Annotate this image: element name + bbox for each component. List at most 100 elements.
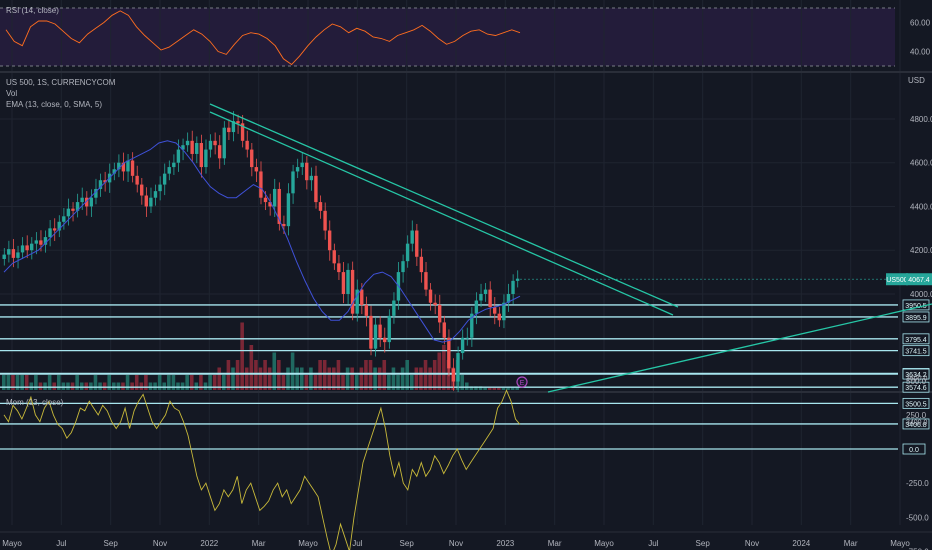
candle-body — [144, 195, 148, 207]
volume-bar — [309, 367, 313, 390]
candle-body — [20, 245, 25, 253]
volume-bar — [446, 360, 451, 390]
event-marker-label: E — [520, 380, 525, 387]
candle-body — [309, 175, 314, 181]
support-tag — [902, 368, 930, 380]
volume-bar — [226, 360, 231, 390]
volume-bar — [295, 367, 299, 390]
volume-bar — [332, 367, 336, 390]
volume-bar — [75, 375, 79, 390]
candle-body — [428, 289, 433, 303]
candle-body — [483, 289, 488, 294]
support-tag — [902, 311, 930, 323]
volume-bar — [167, 375, 171, 390]
volume-bar — [84, 382, 89, 390]
candle-body — [286, 193, 291, 227]
candle-body — [217, 145, 222, 159]
candle-body — [465, 337, 469, 339]
volume-bar — [391, 367, 396, 390]
volume-bar — [409, 375, 414, 390]
candle-body — [117, 162, 121, 170]
candle-body — [66, 208, 71, 217]
candle-body — [222, 127, 226, 159]
candle-body — [474, 300, 479, 314]
volume-bar — [405, 360, 409, 390]
candle-body — [48, 228, 52, 238]
volume-bar — [93, 375, 98, 390]
volume-bar — [299, 367, 304, 390]
x-tick-label: Mayo — [594, 539, 614, 548]
candle-body — [382, 337, 387, 343]
candle-body — [300, 162, 304, 168]
candle-body — [213, 140, 217, 146]
mom-tick-label: 500.0 — [906, 377, 927, 386]
volume-bar — [345, 367, 350, 390]
volume-bar — [61, 382, 66, 390]
volume-bar — [199, 375, 203, 390]
candle-body — [103, 180, 107, 183]
candle-body — [172, 162, 176, 168]
main-title: US 500, 1S, CURRENCYCOM — [6, 78, 116, 87]
candle-body — [176, 149, 181, 163]
candle-body — [323, 210, 327, 231]
volume-bar — [89, 382, 93, 390]
candle-body — [34, 240, 38, 244]
candle-body — [2, 254, 6, 259]
x-tick-label: Nov — [153, 539, 167, 548]
candle-body — [195, 143, 199, 154]
volume-bar — [34, 375, 38, 390]
candle-body — [236, 121, 240, 124]
candle-body — [245, 140, 249, 150]
volume-bar — [52, 382, 57, 390]
price-tag-value: 4067.4 — [908, 277, 930, 284]
candle-body — [268, 202, 272, 207]
volume-bar — [180, 382, 185, 390]
x-tick-label: Sep — [696, 539, 711, 548]
volume-bar — [368, 360, 373, 390]
volume-bar — [134, 375, 139, 390]
price-tag-symbol: US500 — [886, 277, 908, 284]
candle-body — [89, 197, 93, 207]
x-tick-label: Mar — [548, 539, 562, 548]
candle-body — [185, 140, 190, 146]
volume-bar — [258, 367, 263, 390]
x-tick-label: Sep — [400, 539, 415, 548]
volume-bar — [354, 375, 359, 390]
candle-body — [506, 293, 511, 303]
candle-body — [350, 269, 355, 314]
volume-bar — [47, 375, 52, 390]
volume-bar — [107, 375, 112, 390]
candle-body — [295, 167, 300, 172]
volume-bar — [231, 367, 235, 390]
volume-bar — [20, 375, 24, 390]
y-tick-label: 4800.0 — [910, 115, 932, 124]
volume-bar — [11, 375, 15, 390]
volume-bar — [272, 352, 277, 390]
candle-body — [126, 160, 130, 172]
volume-bar — [290, 352, 295, 390]
volume-bar — [506, 387, 510, 390]
candle-body — [479, 293, 483, 301]
volume-bar — [432, 360, 437, 390]
candle-body — [181, 145, 185, 150]
support-tag — [902, 397, 930, 409]
volume-bar — [24, 375, 29, 390]
price-tag-symbol-box — [886, 273, 908, 286]
volume-bar — [6, 375, 11, 390]
x-tick-label: 2023 — [496, 539, 514, 548]
support-tag-label: 3950.5 — [905, 303, 927, 310]
y-tick-label: 4200.0 — [910, 246, 932, 255]
candle-body — [460, 337, 465, 354]
trend-line-upper — [209, 103, 679, 308]
candle-body — [511, 280, 515, 294]
candle-body — [364, 304, 369, 316]
currency-label: USD — [908, 76, 925, 85]
candle-body — [231, 121, 236, 133]
volume-bar — [176, 382, 180, 390]
candle-body — [135, 175, 139, 185]
candle-body — [433, 302, 437, 305]
volume-bar — [171, 375, 176, 390]
candle-body — [98, 180, 103, 189]
volume-bar — [254, 360, 258, 390]
